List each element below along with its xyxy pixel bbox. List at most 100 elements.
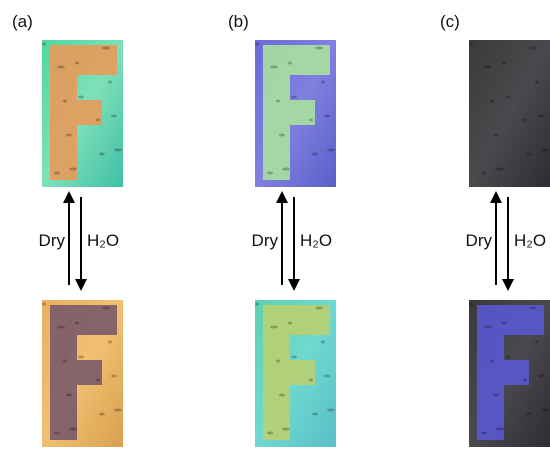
- water-label: H₂O: [300, 231, 332, 250]
- water-label: H₂O: [87, 231, 119, 250]
- speckle: [490, 360, 494, 363]
- speckle: [276, 360, 280, 363]
- speckle: [99, 413, 105, 416]
- speckle: [288, 62, 292, 65]
- speckle: [267, 432, 273, 435]
- speckle: [493, 394, 499, 397]
- speckle: [484, 66, 492, 69]
- speckle: [108, 341, 112, 344]
- photo-top: [42, 40, 123, 187]
- speckle: [523, 119, 527, 122]
- speckle: [75, 62, 79, 65]
- speckle: [324, 375, 330, 378]
- speckle: [490, 100, 494, 103]
- panel: (a) Dry H₂O: [12, 12, 123, 447]
- speckle: [541, 409, 549, 412]
- speckle: [526, 413, 532, 416]
- speckle: [327, 149, 335, 152]
- speckle: [502, 322, 506, 325]
- speckle: [288, 322, 292, 325]
- speckle: [327, 409, 335, 412]
- speckle: [270, 66, 278, 69]
- speckle: [57, 66, 65, 69]
- speckle: [78, 96, 84, 99]
- speckle: [114, 149, 122, 152]
- speckle: [66, 134, 72, 137]
- speckle: [469, 43, 473, 46]
- speckle: [469, 303, 473, 306]
- speckle: [309, 119, 313, 122]
- speckle: [66, 394, 72, 397]
- dry-label: Dry: [466, 231, 493, 250]
- speckle: [526, 153, 532, 156]
- speckle: [282, 428, 290, 431]
- speckle: [102, 307, 110, 310]
- photo-top: [469, 40, 550, 187]
- speckle: [484, 326, 492, 329]
- speckle: [99, 153, 105, 156]
- speckle: [111, 115, 117, 118]
- speckle: [63, 360, 67, 363]
- speckle: [291, 96, 297, 99]
- speckle: [276, 100, 280, 103]
- speckle: [529, 307, 537, 310]
- speckle: [279, 394, 285, 397]
- speckle: [535, 81, 539, 84]
- speckle: [496, 428, 504, 431]
- speckle: [535, 341, 539, 344]
- speckle: [42, 43, 46, 46]
- photo-bottom: [42, 300, 123, 447]
- speckle: [523, 379, 527, 382]
- speckle: [111, 375, 117, 378]
- speckle: [315, 47, 323, 50]
- speckle: [505, 96, 511, 99]
- panel: (c) Dry H₂O: [440, 12, 550, 447]
- speckle: [502, 62, 506, 65]
- speckle: [75, 322, 79, 325]
- panel-label: (c): [440, 12, 460, 31]
- speckle: [69, 428, 77, 431]
- speckle: [78, 356, 84, 359]
- speckle: [538, 115, 544, 118]
- speckle: [279, 134, 285, 137]
- speckle: [42, 303, 46, 306]
- speckle: [69, 168, 77, 171]
- photo-bottom: [469, 300, 550, 447]
- speckle: [529, 47, 537, 50]
- speckle: [505, 356, 511, 359]
- speckle: [481, 172, 487, 175]
- panel-label: (b): [228, 12, 249, 31]
- speckle: [315, 307, 323, 310]
- speckle: [481, 432, 487, 435]
- dry-label: Dry: [39, 231, 66, 250]
- speckle: [267, 172, 273, 175]
- speckle: [282, 168, 290, 171]
- speckle: [54, 172, 60, 175]
- speckle: [493, 134, 499, 137]
- speckle: [57, 326, 65, 329]
- speckle: [54, 432, 60, 435]
- speckle: [96, 119, 100, 122]
- photo-bottom: [255, 300, 336, 447]
- figure: (a)DryH₂O(b)DryH₂O(c)DryH₂O: [0, 0, 550, 447]
- speckle: [312, 413, 318, 416]
- panel-label: (a): [12, 12, 33, 31]
- speckle: [255, 43, 259, 46]
- speckle: [291, 356, 297, 359]
- speckle: [321, 81, 325, 84]
- speckle: [496, 168, 504, 171]
- speckle: [309, 379, 313, 382]
- speckle: [63, 100, 67, 103]
- speckle: [312, 153, 318, 156]
- speckle: [102, 47, 110, 50]
- speckle: [96, 379, 100, 382]
- speckle: [108, 81, 112, 84]
- speckle: [321, 341, 325, 344]
- speckle: [255, 303, 259, 306]
- water-label: H₂O: [514, 231, 546, 250]
- speckle: [538, 375, 544, 378]
- photo-background: [469, 40, 550, 187]
- speckle: [324, 115, 330, 118]
- speckle: [270, 326, 278, 329]
